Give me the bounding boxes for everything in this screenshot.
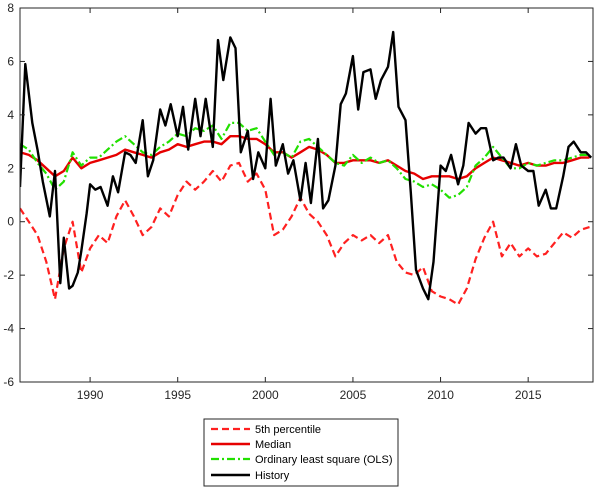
x-tick-label: 2010 <box>427 388 454 402</box>
y-axis-ticks: 8 6 4 2 0 -2 -4 -6 <box>3 1 593 389</box>
legend-label-ols: Ordinary least square (OLS) <box>255 454 393 466</box>
plot-lines <box>20 30 593 306</box>
series-line-history <box>20 30 593 301</box>
y-tick-label: -4 <box>3 322 14 336</box>
legend-label-median: Median <box>255 439 291 451</box>
x-tick-label: 2000 <box>252 388 279 402</box>
y-tick-label: 0 <box>7 215 14 229</box>
x-tick-label: 2005 <box>340 388 367 402</box>
legend-label-history: History <box>255 470 290 482</box>
y-tick-label: -6 <box>3 375 14 389</box>
series-line-5th-percentile <box>20 161 590 306</box>
y-tick-label: 8 <box>7 1 14 15</box>
series-line-ordinary-least-square-ols <box>20 121 590 199</box>
legend-label-5th-percentile: 5th percentile <box>255 424 321 436</box>
x-tick-label: 1995 <box>164 388 191 402</box>
y-tick-label: -2 <box>3 268 14 282</box>
series-line-median <box>20 134 590 181</box>
x-axis-ticks: 1990 1995 2000 2005 2010 2015 <box>77 8 542 402</box>
y-tick-label: 4 <box>7 108 14 122</box>
x-tick-label: 1990 <box>77 388 104 402</box>
y-tick-label: 6 <box>7 54 14 68</box>
legend: 5th percentile Median Ordinary least squ… <box>203 418 399 487</box>
y-tick-label: 2 <box>7 161 14 175</box>
x-tick-label: 2015 <box>515 388 542 402</box>
axes <box>19 7 594 383</box>
plot-area-border <box>19 7 594 383</box>
